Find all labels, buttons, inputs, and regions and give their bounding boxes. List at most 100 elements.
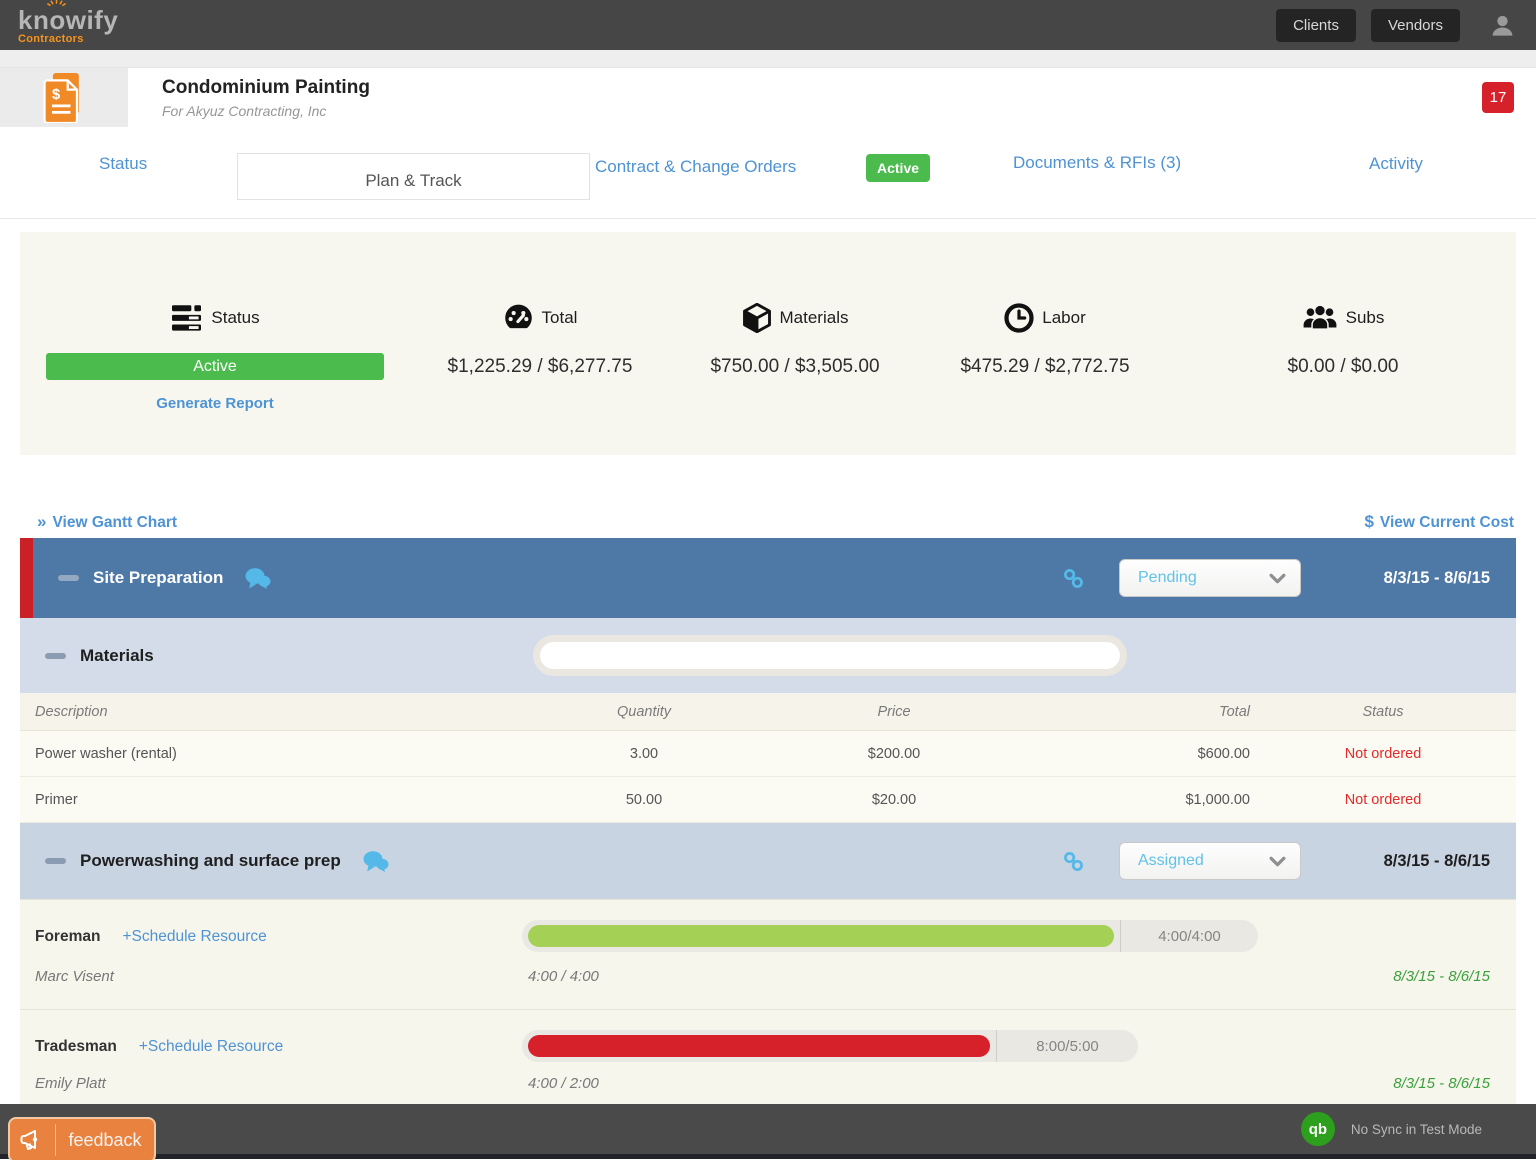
capacity-bar-label: 8:00/5:00 <box>997 1038 1138 1055</box>
material-price: $200.00 <box>744 746 1044 762</box>
material-status: Not ordered <box>1250 792 1516 808</box>
generate-report-link[interactable]: Generate Report <box>156 395 274 412</box>
comments-icon[interactable] <box>245 567 271 590</box>
labor-clock-icon <box>1004 303 1034 333</box>
phase-dates: 8/3/15 - 8/6/15 <box>1301 569 1516 588</box>
brand-subtitle: Contractors <box>18 34 118 45</box>
materials-section-title: Materials <box>80 646 154 666</box>
table-row[interactable]: Primer 50.00 $20.00 $1,000.00 Not ordere… <box>20 777 1516 823</box>
summary-status-column: Status Active Generate Report <box>20 232 410 455</box>
header-divider-strip <box>0 50 1536 68</box>
material-quantity: 3.00 <box>544 746 744 762</box>
task-row-powerwashing: Powerwashing and surface prep Assigned 8… <box>20 823 1516 899</box>
comments-icon[interactable] <box>363 850 389 873</box>
tab-plan-track[interactable]: Plan & Track <box>237 153 590 200</box>
page-title: Condominium Painting <box>162 77 370 99</box>
resource-hours: 4:00 / 2:00 <box>528 1075 599 1092</box>
collapse-dash-icon[interactable] <box>45 653 66 659</box>
materials-value: $750.00 / $3,505.00 <box>670 356 920 378</box>
collapse-dash-icon[interactable] <box>45 858 66 864</box>
quickbooks-icon: qb <box>1301 1112 1335 1146</box>
tab-status[interactable]: Status <box>99 154 147 174</box>
material-status: Not ordered <box>1250 746 1516 762</box>
view-current-cost-link[interactable]: $View Current Cost <box>1364 512 1514 532</box>
top-navbar: knowify Contractors Clients Vendors <box>0 0 1536 50</box>
capacity-bar-fill <box>528 925 1114 947</box>
notification-badge[interactable]: 17 <box>1482 82 1514 113</box>
task-title: Powerwashing and surface prep <box>80 851 341 871</box>
column-header-quantity: Quantity <box>544 704 744 720</box>
double-chevron-icon: » <box>37 512 46 531</box>
resource-dates: 8/3/15 - 8/6/15 <box>1393 968 1490 985</box>
project-tabs: Status Plan & Track Contract & Change Or… <box>0 127 1536 219</box>
logo-rays-icon <box>47 0 66 7</box>
user-account-icon[interactable] <box>1489 12 1516 39</box>
project-header: $ Condominium Painting For Akyuz Contrac… <box>0 68 1536 127</box>
material-total: $1,000.00 <box>1044 792 1250 808</box>
materials-progress-bar <box>540 642 1120 669</box>
column-header-status: Status <box>1250 704 1516 720</box>
column-header-description: Description <box>20 704 544 720</box>
schedule-resource-link[interactable]: +Schedule Resource <box>139 1038 283 1056</box>
client-subtitle: For Akyuz Contracting, Inc <box>162 103 370 119</box>
project-summary-card: Status Active Generate Report Total $1,2… <box>20 232 1516 455</box>
clients-button[interactable]: Clients <box>1276 9 1356 42</box>
subs-people-icon <box>1302 304 1338 332</box>
dependency-link-icon[interactable] <box>1063 568 1084 589</box>
capacity-bar-track: 8:00/5:00 <box>522 1030 1138 1062</box>
status-active-bar[interactable]: Active <box>46 353 384 380</box>
total-label: Total <box>542 308 578 328</box>
megaphone-icon <box>10 1124 56 1156</box>
material-price: $20.00 <box>744 792 1044 808</box>
gauge-icon <box>503 304 534 333</box>
dollar-icon: $ <box>1364 512 1373 531</box>
feedback-button[interactable]: feedback <box>8 1117 156 1160</box>
materials-table-header: Description Quantity Price Total Status <box>20 693 1516 731</box>
capacity-bar-fill <box>528 1035 990 1057</box>
summary-materials-column: Materials $750.00 / $3,505.00 <box>670 232 920 455</box>
summary-subs-column: Subs $0.00 / $0.00 <box>1170 232 1516 455</box>
feedback-label: feedback <box>56 1130 154 1151</box>
contract-active-badge: Active <box>866 154 930 182</box>
vendors-button[interactable]: Vendors <box>1371 9 1460 42</box>
view-gantt-chart-link[interactable]: »View Gantt Chart <box>37 512 177 532</box>
subs-label: Subs <box>1346 308 1385 328</box>
column-header-price: Price <box>744 704 1044 720</box>
sync-status-text: No Sync in Test Mode <box>1351 1122 1482 1137</box>
labor-label: Labor <box>1042 308 1085 328</box>
material-description: Power washer (rental) <box>20 746 544 762</box>
phase-status-dropdown[interactable]: Pending <box>1119 559 1301 597</box>
resource-role: Tradesman <box>35 1038 117 1056</box>
resource-name: Marc Visent <box>35 968 114 985</box>
materials-cube-icon <box>742 303 772 333</box>
resource-name: Emily Platt <box>35 1075 106 1092</box>
labor-value: $475.29 / $2,772.75 <box>920 356 1170 378</box>
column-header-total: Total <box>1044 704 1250 720</box>
collapse-dash-icon[interactable] <box>58 575 79 581</box>
phase-row-site-preparation: Site Preparation Pending 8/3/15 - 8/6/15 <box>20 538 1516 618</box>
project-icon-block: $ <box>0 68 128 127</box>
table-row[interactable]: Power washer (rental) 3.00 $200.00 $600.… <box>20 731 1516 777</box>
invoice-document-icon: $ <box>42 73 86 123</box>
tab-documents-rfis[interactable]: Documents & RFIs (3) <box>1013 153 1181 173</box>
bottom-statusbar: feedback qb No Sync in Test Mode <box>0 1104 1536 1154</box>
resource-hours: 4:00 / 4:00 <box>528 968 599 985</box>
subs-value: $0.00 / $0.00 <box>1170 356 1516 378</box>
total-value: $1,225.29 / $6,277.75 <box>410 356 670 378</box>
resource-row-foreman: Foreman +Schedule Resource 4:00/4:00 Mar… <box>20 899 1516 1009</box>
knowify-logo[interactable]: knowify Contractors <box>18 7 118 45</box>
chevron-down-icon <box>1269 856 1286 867</box>
resource-dates: 8/3/15 - 8/6/15 <box>1393 1075 1490 1092</box>
dependency-link-icon[interactable] <box>1063 851 1084 872</box>
task-status-dropdown[interactable]: Assigned <box>1119 842 1301 880</box>
view-links-row: »View Gantt Chart $View Current Cost <box>20 505 1516 538</box>
tab-activity[interactable]: Activity <box>1369 154 1423 174</box>
capacity-bar-track: 4:00/4:00 <box>522 920 1258 952</box>
material-total: $600.00 <box>1044 746 1250 762</box>
materials-label: Materials <box>780 308 849 328</box>
materials-section-header: Materials <box>20 618 1516 693</box>
tab-contract-change-orders[interactable]: Contract & Change Orders <box>595 157 796 177</box>
material-quantity: 50.00 <box>544 792 744 808</box>
schedule-resource-link[interactable]: +Schedule Resource <box>122 928 266 946</box>
brand-name: knowify <box>18 7 118 33</box>
